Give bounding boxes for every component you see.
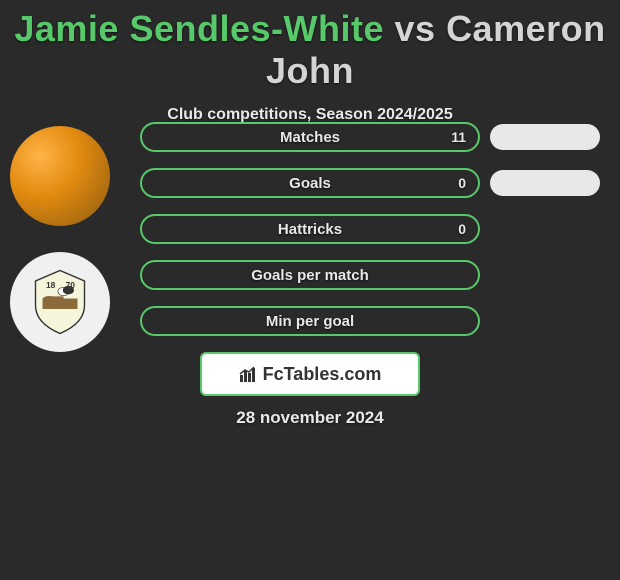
stat-label: Min per goal (266, 313, 354, 330)
comparison-card: Jamie Sendles-White vs Cameron John Club… (0, 0, 620, 580)
stat-label: Goals (289, 175, 331, 192)
svg-text:18: 18 (46, 280, 56, 290)
stat-pill: Goals per match (140, 260, 480, 290)
card-title: Jamie Sendles-White vs Cameron John (0, 0, 620, 92)
source-logo-box: FcTables.com (200, 352, 420, 396)
side-pill (490, 124, 600, 150)
stat-row-matches: Matches 11 (140, 122, 480, 152)
stat-label: Matches (280, 129, 340, 146)
logo-text: FcTables.com (263, 364, 382, 385)
stat-value: 0 (458, 175, 466, 191)
stat-value: 0 (458, 221, 466, 237)
stat-label: Goals per match (251, 267, 369, 284)
stat-pill: Matches 11 (140, 122, 480, 152)
stat-row-goals-per-match: Goals per match (140, 260, 480, 290)
stat-row-goals: Goals 0 (140, 168, 480, 198)
stat-pill: Min per goal (140, 306, 480, 336)
stat-pill: Hattricks 0 (140, 214, 480, 244)
club-crest-icon: 18 70 (25, 267, 95, 337)
player2-avatar: 18 70 (10, 252, 110, 352)
stat-pill: Goals 0 (140, 168, 480, 198)
source-logo: FcTables.com (239, 364, 382, 385)
bar-chart-icon (239, 365, 259, 383)
stat-row-hattricks: Hattricks 0 (140, 214, 480, 244)
stat-value: 11 (451, 129, 466, 145)
player1-avatar (10, 126, 110, 226)
stat-label: Hattricks (278, 221, 342, 238)
stat-row-min-per-goal: Min per goal (140, 306, 480, 336)
player1-name: Jamie Sendles-White (14, 8, 384, 49)
side-pill (490, 170, 600, 196)
vs-separator: vs (395, 8, 436, 49)
date-line: 28 november 2024 (0, 408, 620, 428)
